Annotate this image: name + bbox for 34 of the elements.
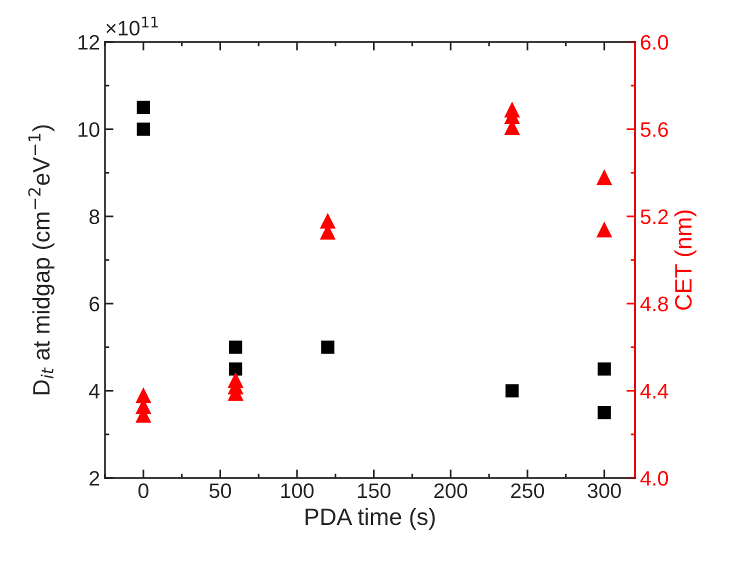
point: [598, 406, 611, 420]
point: [228, 362, 242, 376]
x-tick-label: 250: [511, 483, 544, 498]
x-tick-label: 50: [209, 483, 231, 498]
y-tick-label: 8: [89, 209, 100, 224]
point: [136, 100, 150, 114]
y-tick-label: 2: [90, 471, 100, 486]
text: ×10$^{11}$: [106, 16, 158, 36]
x-tick-label: 200: [434, 483, 468, 498]
x-tick-label: 100: [281, 483, 314, 498]
point: [136, 122, 150, 136]
point: [321, 340, 334, 354]
y2-tick-label: 4.8: [640, 296, 668, 312]
y-tick-label: 6: [90, 296, 100, 312]
point: [596, 222, 612, 238]
x-tick-label: 300: [588, 483, 621, 498]
y-tick-label: 10: [78, 122, 100, 137]
point: [598, 362, 611, 376]
point: [506, 384, 519, 398]
y2-axis-title: CET (nm): [674, 210, 696, 310]
y2-tick-label: 4.0: [640, 471, 668, 486]
y2-tick-label: 4.4: [640, 384, 668, 398]
y2-tick-label: 5.6: [640, 122, 668, 137]
x-tick-label: 0: [138, 483, 148, 498]
point: [596, 169, 612, 186]
x-axis-title: PDA time (s): [306, 508, 435, 530]
y-tick-label: 4: [89, 384, 100, 398]
y-axis-title: D$_{it}$ at midgap (cm$^{−2}$eV$^{−1}$): [28, 125, 54, 394]
point: [135, 387, 152, 404]
y2-tick-label: 5.2: [640, 209, 668, 224]
y2-tick-label: 6.0: [640, 35, 668, 50]
y-tick-label: 12: [78, 35, 100, 50]
x-tick-label: 150: [358, 483, 390, 498]
point: [228, 340, 242, 354]
